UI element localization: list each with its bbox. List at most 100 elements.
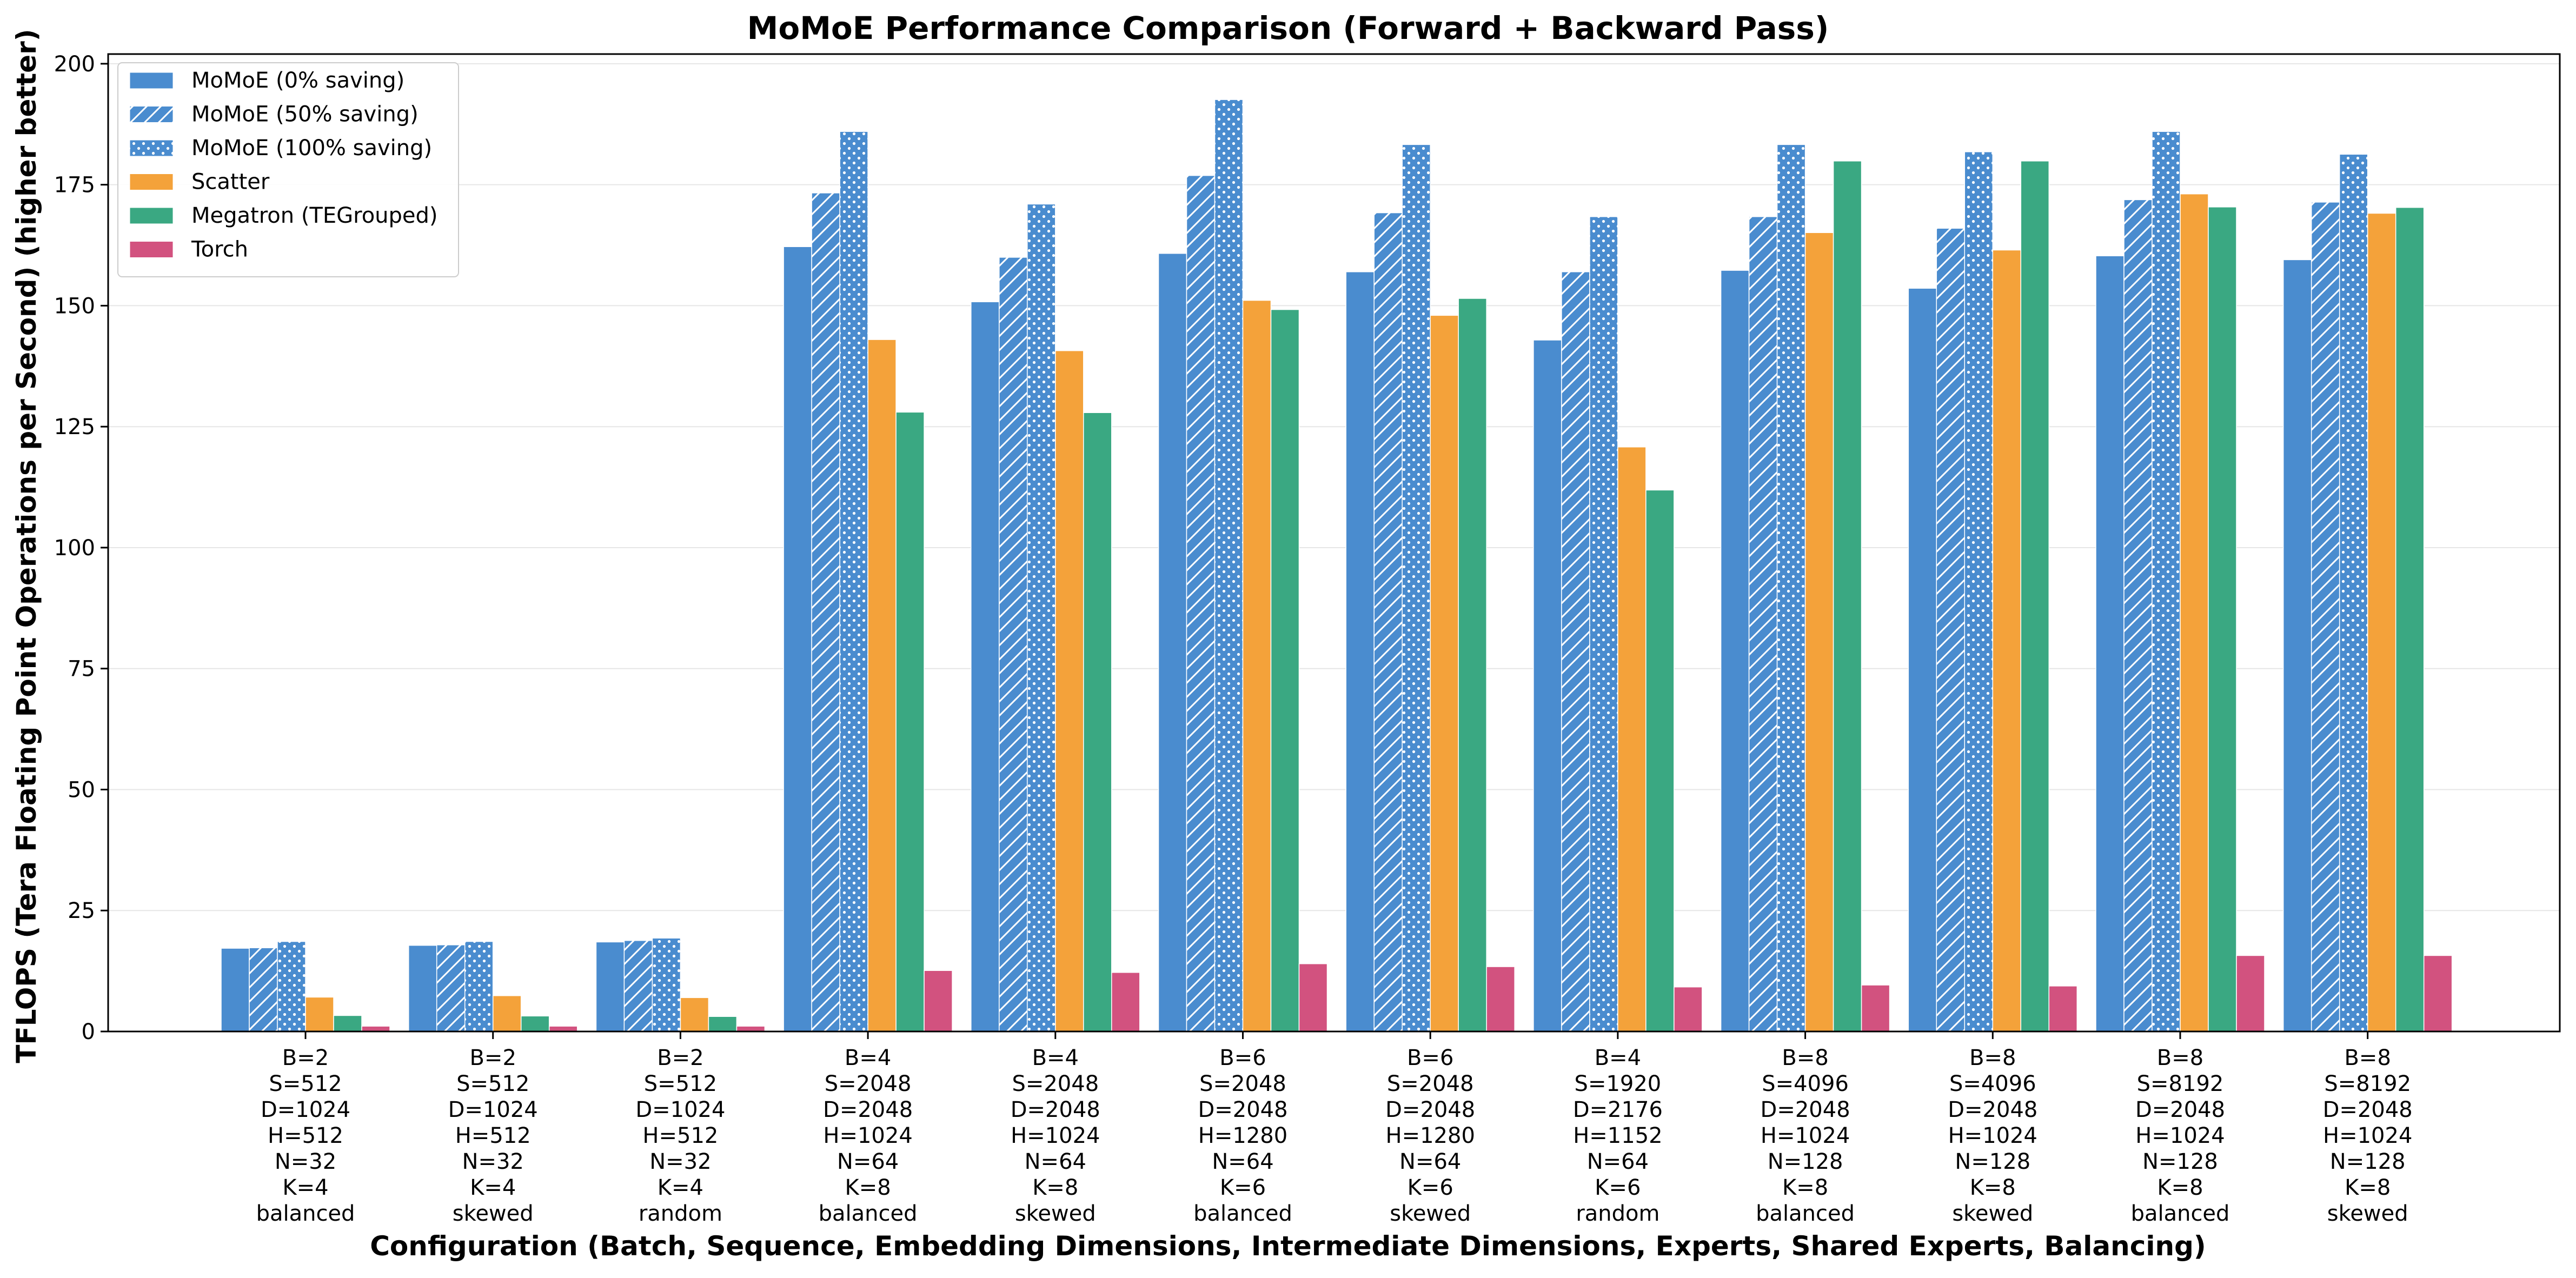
x-tick-label-line: D=2176: [1573, 1097, 1663, 1122]
bar: [464, 941, 494, 1032]
x-tick-label-line: S=4096: [1949, 1071, 2036, 1096]
bar: [1486, 966, 1515, 1032]
x-tick-label-line: S=4096: [1762, 1071, 1849, 1096]
x-tick-label: B=4 S=2048 D=2048 H=1024 N=64 K=8 balanced: [819, 1046, 918, 1226]
x-tick-label-line: balanced: [1193, 1201, 1292, 1226]
bar: [2282, 259, 2312, 1032]
x-tick-label-line: D=1024: [448, 1097, 538, 1122]
x-tick-label-line: K=4: [282, 1175, 328, 1200]
x-tick-label-line: D=1024: [261, 1097, 350, 1122]
legend-label: Torch: [191, 237, 248, 262]
x-tick-label-line: N=64: [837, 1149, 899, 1174]
bar: [1748, 216, 1778, 1032]
legend-swatch: [129, 106, 174, 123]
gridlines: [108, 63, 2560, 1032]
bar: [1111, 972, 1140, 1032]
bar: [652, 937, 681, 1032]
x-tick-label: B=8 S=8192 D=2048 H=1024 N=128 K=8 skewed: [2323, 1046, 2413, 1226]
bar: [1158, 253, 1187, 1032]
bar: [1674, 986, 1703, 1032]
x-tick-label: B=8 S=4096 D=2048 H=1024 N=128 K=8 balanced: [1756, 1046, 1855, 1226]
legend-swatch: [129, 72, 174, 89]
x-tick-label-line: H=512: [268, 1123, 343, 1148]
x-tick-label-line: K=8: [2157, 1175, 2203, 1200]
x-tick-label-line: D=2048: [823, 1097, 913, 1122]
legend: MoMoE (0% saving) MoMoE (50% saving) MoMoE…: [117, 62, 459, 277]
bar: [1430, 315, 1459, 1032]
x-tick-label-line: S=8192: [2324, 1071, 2411, 1096]
x-tick-label-line: N=128: [1955, 1149, 2030, 1174]
bar: [2395, 207, 2425, 1032]
y-tick-label: 75: [68, 657, 95, 682]
x-tick-label-line: S=2048: [825, 1071, 912, 1096]
x-tick-label-line: H=1024: [2135, 1123, 2225, 1148]
bar: [2020, 161, 2050, 1032]
y-tick-label: 50: [68, 777, 95, 802]
legend-frame: [117, 62, 459, 277]
bar: [1458, 298, 1487, 1032]
plot-frame: [107, 53, 2561, 1033]
y-axis-ticks: 0 25 50 75 100 125 150 175 200: [54, 52, 108, 1044]
x-tick-label-line: skewed: [1015, 1201, 1096, 1226]
x-tick-label-line: K=6: [1595, 1175, 1641, 1200]
x-tick-label-line: S=8192: [2137, 1071, 2224, 1096]
bar: [1936, 228, 1966, 1032]
bar: [1992, 249, 2022, 1032]
x-tick-label: B=6 S=2048 D=2048 H=1280 N=64 K=6 balanced: [1193, 1046, 1292, 1226]
bar: [708, 1016, 738, 1032]
y-tick-label: 100: [54, 536, 95, 561]
y-tick-label: 125: [54, 415, 95, 440]
x-tick-label-line: H=1024: [823, 1123, 912, 1148]
x-tick-label-line: B=8: [1969, 1046, 2016, 1070]
x-tick-label-line: K=4: [470, 1175, 516, 1200]
x-axis-label: Configuration (Batch, Sequence, Embeddin…: [370, 1230, 2206, 1262]
x-tick-label-line: skewed: [453, 1201, 534, 1226]
x-tick-label-line: skewed: [2327, 1201, 2408, 1226]
x-tick-label-line: N=32: [649, 1149, 711, 1174]
bar: [1617, 447, 1646, 1032]
bar: [1402, 144, 1431, 1032]
x-tick-label-line: D=2048: [2135, 1097, 2225, 1122]
x-tick-label-line: B=2: [657, 1046, 703, 1070]
x-tick-label-line: H=512: [642, 1123, 718, 1148]
x-tick-label-line: random: [1576, 1201, 1659, 1226]
x-tick-label-line: B=8: [2157, 1046, 2203, 1070]
bar: [680, 997, 709, 1032]
bar: [305, 996, 334, 1032]
legend-label: MoMoE (100% saving): [191, 136, 432, 161]
x-tick-label-line: D=2048: [1198, 1097, 1287, 1122]
x-tick-label-line: random: [639, 1201, 722, 1226]
bar: [1908, 288, 1937, 1032]
bar: [2123, 199, 2153, 1032]
x-tick-label-line: D=2048: [2323, 1097, 2413, 1122]
x-tick-label-line: balanced: [1756, 1201, 1855, 1226]
bar: [895, 411, 925, 1032]
bar: [492, 995, 522, 1032]
x-tick-label-line: D=2048: [1761, 1097, 1850, 1122]
bar: [1533, 340, 1562, 1032]
x-tick-label-line: skewed: [1952, 1201, 2033, 1226]
bar: [1589, 216, 1618, 1032]
x-tick-label-line: K=6: [1220, 1175, 1266, 1200]
bar: [1561, 271, 1590, 1032]
bar: [436, 944, 466, 1032]
bar: [1345, 271, 1375, 1032]
x-tick-label-line: S=512: [644, 1071, 717, 1096]
x-tick-label-line: B=8: [2344, 1046, 2391, 1070]
bar: [1027, 203, 1056, 1032]
bar: [1964, 151, 1994, 1032]
bar: [595, 941, 625, 1032]
x-tick-label-line: S=512: [456, 1071, 529, 1096]
bar: [2152, 131, 2181, 1032]
x-tick-label-line: H=1024: [1761, 1123, 1850, 1148]
x-tick-label-line: B=2: [282, 1046, 329, 1070]
bar: [2180, 193, 2209, 1032]
x-tick-label-line: D=2048: [1948, 1097, 2037, 1122]
bars: [221, 99, 2453, 1032]
bar: [1083, 412, 1112, 1032]
x-tick-label-line: N=64: [1587, 1149, 1649, 1174]
bar: [783, 246, 812, 1032]
axes: [107, 53, 2561, 1033]
bar: [2339, 154, 2368, 1032]
